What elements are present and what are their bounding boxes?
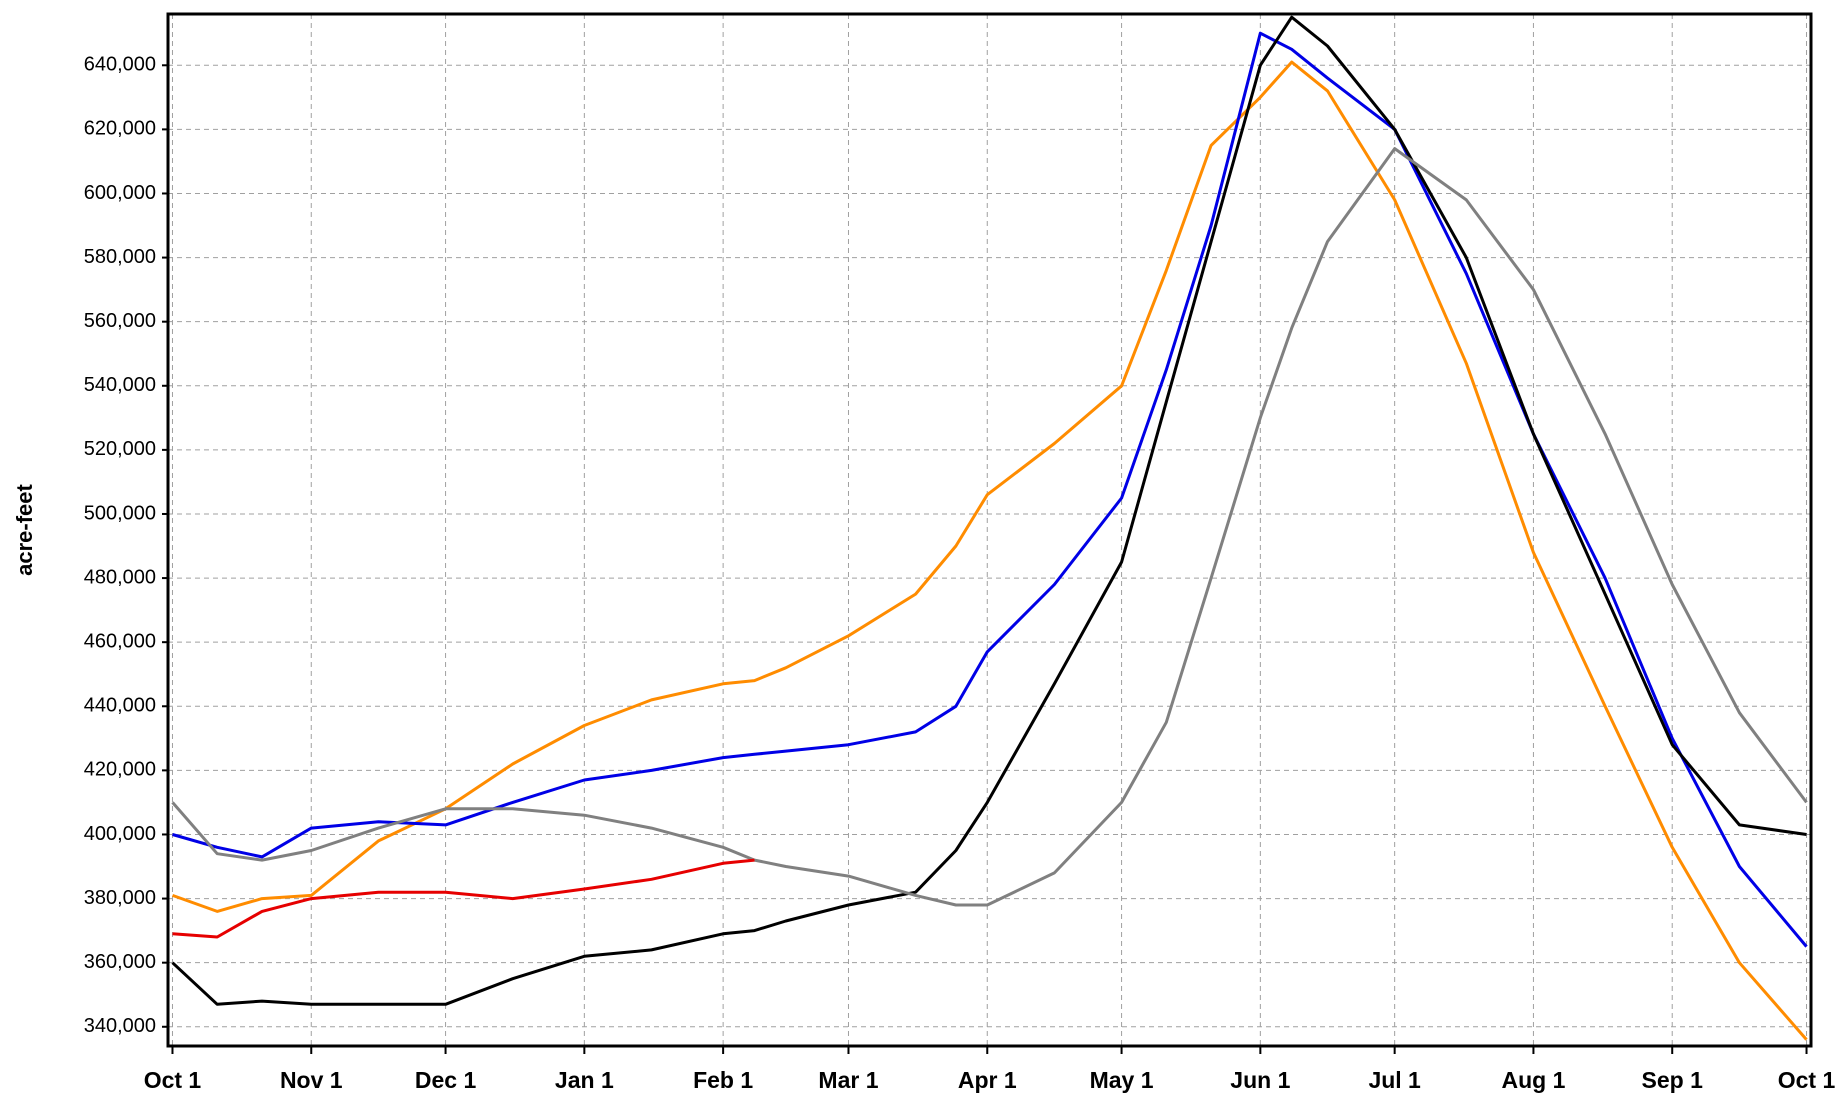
x-tick-label: Apr 1: [958, 1067, 1017, 1093]
y-tick-label: 620,000: [84, 118, 156, 140]
y-tick-label: 500,000: [84, 502, 156, 524]
x-tick-label: Jul 1: [1368, 1067, 1421, 1093]
x-tick-label: Oct 1: [144, 1067, 202, 1093]
x-tick-label: Oct 1: [1778, 1067, 1836, 1093]
y-tick-label: 580,000: [84, 246, 156, 268]
x-tick-label: Sep 1: [1642, 1067, 1704, 1093]
x-tick-label: Nov 1: [280, 1067, 343, 1093]
y-tick-label: 640,000: [84, 54, 156, 76]
plot-background: [168, 14, 1811, 1046]
y-tick-label: 340,000: [84, 1015, 156, 1037]
plot-frame: [166, 12, 1813, 1048]
y-tick-label: 360,000: [84, 951, 156, 973]
y-tick-label: 440,000: [84, 695, 156, 717]
x-tick-label: Dec 1: [415, 1067, 477, 1093]
x-tick-label: Jan 1: [555, 1067, 614, 1093]
data-line: [171, 60, 1808, 1041]
x-tick-label: May 1: [1090, 1067, 1154, 1093]
y-tick-label: 400,000: [84, 823, 156, 845]
data-line: [171, 15, 1807, 1006]
x-tick-label: Mar 1: [818, 1067, 878, 1093]
data-line: [172, 858, 755, 939]
y-tick-label: 520,000: [84, 438, 156, 460]
data-line: [171, 147, 1808, 907]
y-tick-label: 380,000: [84, 887, 156, 909]
x-tick-label: Jun 1: [1230, 1067, 1290, 1093]
y-tick-label: 540,000: [84, 374, 156, 396]
y-tick-label: 420,000: [84, 759, 156, 781]
x-tick-label: Feb 1: [693, 1067, 753, 1093]
y-axis-label: acre-feet: [12, 483, 37, 575]
x-tick-label: Aug 1: [1501, 1067, 1565, 1093]
y-tick-label: 560,000: [84, 310, 156, 332]
data-line: [172, 31, 1808, 948]
y-tick-label: 460,000: [84, 630, 156, 652]
y-tick-label: 600,000: [84, 182, 156, 204]
y-tick-label: 480,000: [84, 566, 156, 588]
